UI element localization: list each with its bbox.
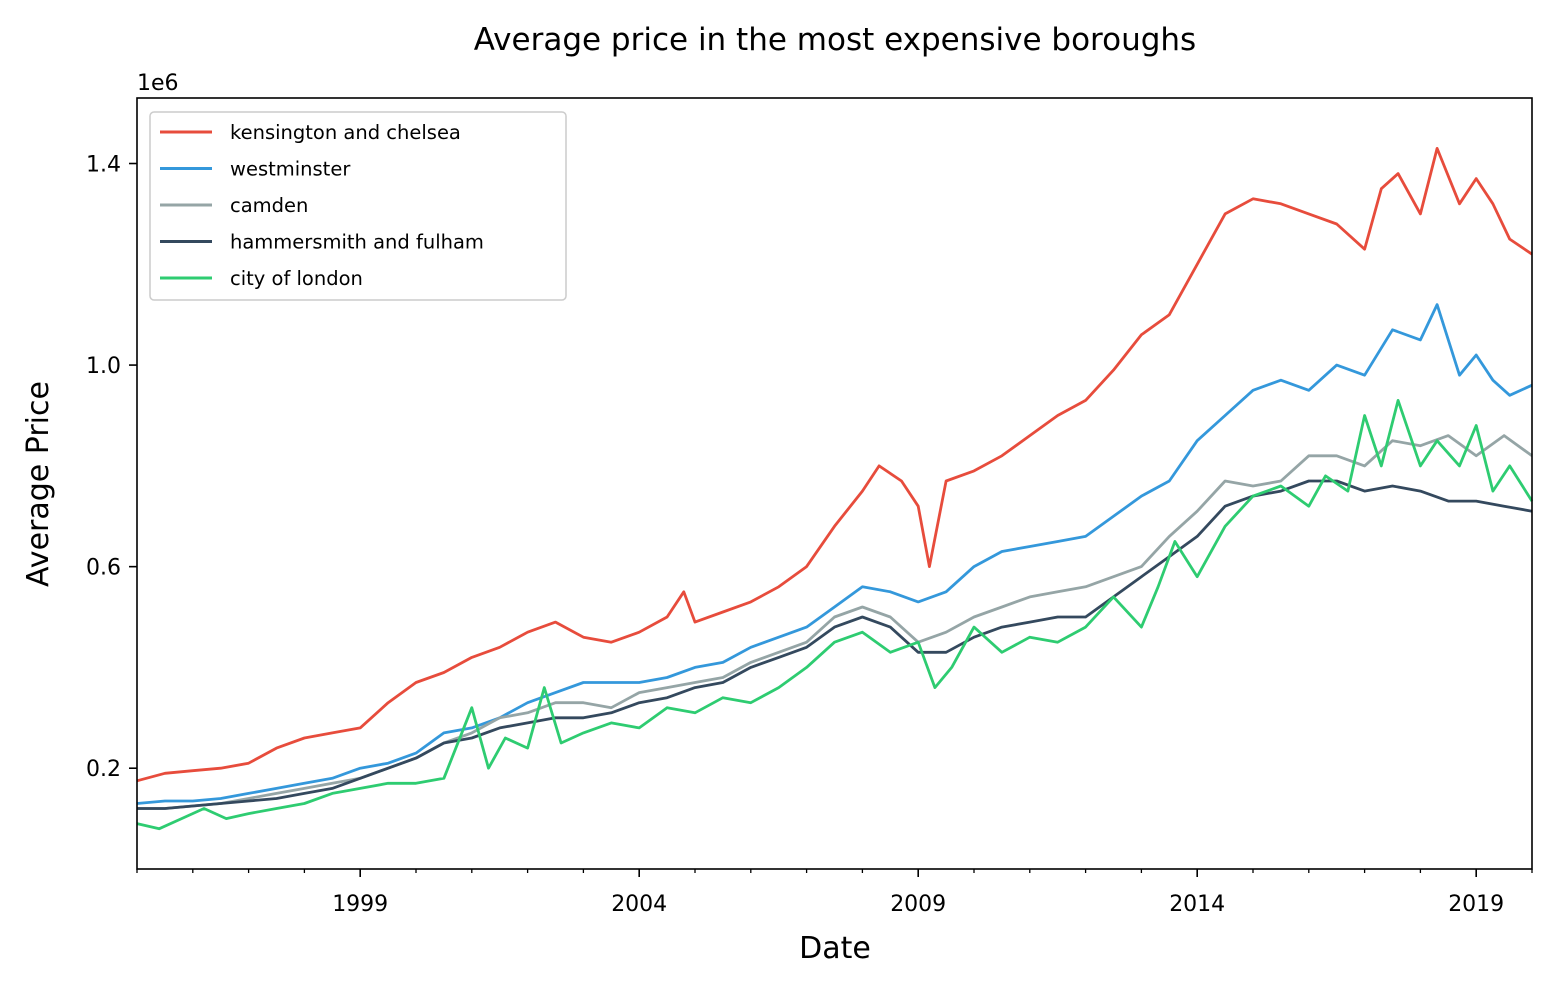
- y-axis: 0.2 0.6 1.0 1.4: [86, 153, 137, 782]
- x-axis: 1999 2004 2009 2014 2019: [136, 869, 1533, 917]
- y-tick-label: 0.6: [86, 556, 121, 581]
- series-line-westminster: [136, 303, 1533, 805]
- series-line-camden: [137, 434, 1533, 810]
- y-tick-label: 1.0: [86, 354, 121, 379]
- series-line-city-of-london: [136, 398, 1534, 831]
- y-axis-title: Average Price: [21, 381, 56, 587]
- plot-lines: [136, 146, 1534, 831]
- x-tick-label: 1999: [332, 892, 388, 917]
- y-offset-text: 1e6: [137, 71, 179, 96]
- legend-label-camden: camden: [230, 194, 308, 217]
- y-tick-label: 1.4: [86, 153, 121, 178]
- legend-label-kensington-and-chelsea: kensington and chelsea: [230, 121, 461, 144]
- plot-area-frame: [136, 97, 1533, 870]
- series-line-hammersmith-and-fulham: [137, 479, 1533, 810]
- x-tick-label: 2004: [611, 892, 667, 917]
- legend-box: [149, 111, 567, 301]
- series-line-kensington-and-chelsea: [136, 146, 1533, 783]
- legend-label-hammersmith-and-fulham: hammersmith and fulham: [230, 231, 484, 254]
- legend: kensington and chelsea westminster camden h…: [149, 111, 567, 301]
- legend-label-westminster: westminster: [230, 158, 351, 181]
- x-axis-title: Date: [799, 931, 871, 966]
- x-tick-label: 2009: [890, 892, 946, 917]
- x-tick-label: 2019: [1448, 892, 1504, 917]
- y-tick-label: 0.2: [86, 757, 121, 782]
- chart-title: Average price in the most expensive boro…: [474, 22, 1196, 58]
- x-tick-label: 2014: [1169, 892, 1225, 917]
- legend-label-city-of-london: city of london: [230, 267, 363, 290]
